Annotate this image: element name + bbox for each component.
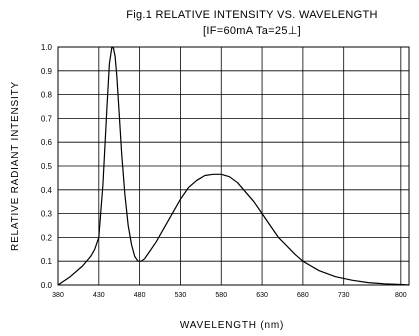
y-tick-label: 0.5: [41, 162, 53, 171]
series-layer: [57, 46, 410, 286]
chart-subtitle: [IF=60mA Ta=25⊥]: [203, 25, 301, 37]
x-tick-label: 580: [215, 292, 227, 299]
tick-labels: 0.0 0.1 0.2 0.3 0.4 0.5 0.6 0.7 0.8 0.9 1.0 380 430 4…: [41, 43, 407, 299]
y-tick-label: 0.0: [41, 281, 53, 290]
y-tick-label: 1.0: [41, 43, 53, 52]
y-tick-label: 0.7: [41, 114, 53, 123]
y-tick-label: 0.1: [41, 257, 53, 266]
x-axis-label: WAVELENGTH (nm): [180, 320, 284, 331]
x-tick-label: 430: [93, 292, 105, 299]
y-tick-label: 0.6: [41, 138, 53, 147]
y-tick-label: 0.2: [41, 233, 53, 242]
x-tick-label: 630: [256, 292, 268, 299]
y-tick-label: 0.3: [41, 210, 53, 219]
y-axis-label: RELATIVE RADIANT INTENSITY: [10, 81, 21, 251]
y-tick-label: 0.8: [41, 91, 53, 100]
series-line: [57, 46, 410, 286]
x-tick-label: 730: [338, 292, 350, 299]
x-tick-label: 380: [52, 292, 64, 299]
y-tick-label: 0.9: [41, 67, 53, 76]
x-tick-label: 480: [134, 292, 146, 299]
chart-title: Fig.1 RELATIVE INTENSITY VS. WAVELENGTH: [126, 9, 378, 21]
x-tick-label: 800: [395, 292, 407, 299]
x-tick-label: 680: [297, 292, 309, 299]
y-tick-label: 0.4: [41, 186, 53, 195]
plot-frame: [57, 46, 410, 286]
grid: [57, 46, 409, 286]
x-tick-label: 530: [175, 292, 187, 299]
